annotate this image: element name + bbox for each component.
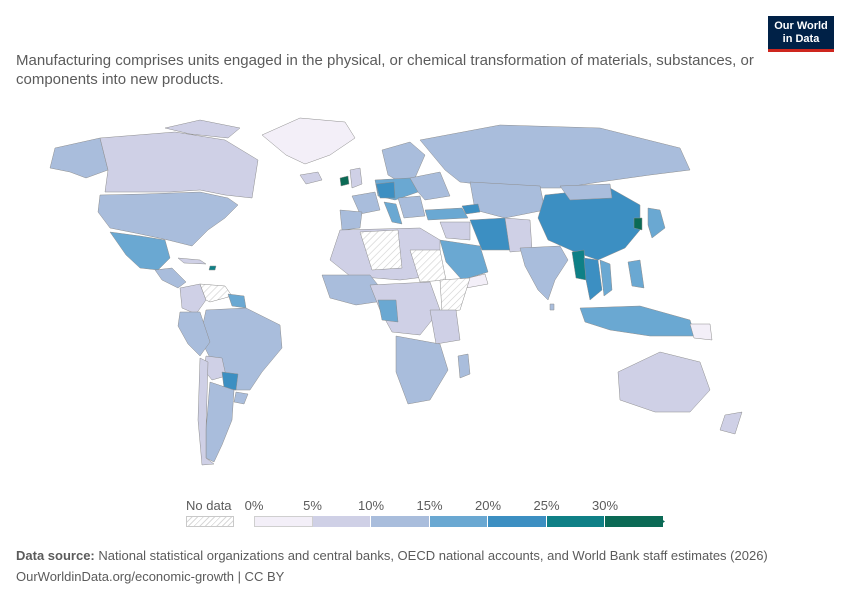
region-new-zealand: [719, 411, 743, 435]
region-puerto-rico: [208, 265, 217, 271]
region-japan: [647, 207, 666, 239]
legend-bin-5: [546, 516, 605, 527]
region-southern-africa: [395, 335, 449, 405]
legend-tick-1: 5%: [303, 498, 322, 513]
region-algeria-libya: [359, 229, 403, 271]
region-south-korea: [633, 217, 643, 231]
region-uruguay: [233, 391, 249, 405]
legend-bin-2: [371, 516, 430, 527]
region-australia: [617, 351, 711, 413]
region-philippines: [627, 259, 645, 289]
region-chile: [197, 357, 215, 466]
region-syria-iraq: [439, 221, 471, 241]
logo-line-2: in Data: [782, 33, 820, 45]
region-france: [351, 191, 381, 215]
region-paraguay: [221, 371, 239, 391]
legend-bin-6: [605, 516, 664, 527]
region-afghanistan-pakistan: [504, 217, 533, 253]
region-central-america: [154, 267, 187, 289]
region-myanmar: [571, 249, 587, 281]
legend-tick-6: 30%: [591, 498, 619, 513]
region-guyanas: [227, 293, 247, 309]
region-iberia: [339, 209, 363, 231]
legend-tick-2: 10%: [357, 498, 385, 513]
data-source-label: Data source:: [16, 548, 95, 563]
owid-logo[interactable]: Our World in Data: [768, 16, 834, 52]
region-germany: [375, 181, 396, 199]
color-legend: No data 0% 5% 10% 15% 20% 25% 30%: [0, 494, 850, 534]
region-argentina: [205, 381, 235, 463]
region-canada: [99, 131, 259, 199]
region-colombia: [179, 283, 207, 315]
world-map[interactable]: [0, 100, 850, 480]
region-kenya-tanzania: [429, 309, 461, 345]
region-west-africa: [321, 274, 391, 306]
region-ireland: [339, 175, 350, 187]
region-greenland: [261, 117, 356, 165]
data-source-text: National statistical organizations and c…: [98, 548, 768, 563]
chart-subtitle: Manufacturing comprises units engaged in…: [16, 52, 754, 88]
region-venezuela: [199, 283, 233, 303]
region-eastern-europe: [409, 171, 451, 201]
legend-arrow-icon: [657, 516, 665, 527]
footer-link[interactable]: OurWorldinData.org/economic-growth | CC …: [16, 569, 285, 584]
region-turkey: [424, 207, 469, 221]
region-china: [537, 187, 641, 261]
region-arctic-islands: [164, 119, 241, 139]
region-malaysia-indonesia: [579, 305, 696, 337]
region-italy: [383, 201, 403, 225]
legend-tick-4: 20%: [474, 498, 502, 513]
region-mongolia: [559, 183, 613, 201]
region-central-asia: [469, 181, 546, 219]
region-sri-lanka: [549, 303, 555, 311]
legend-tick-0: 0%: [244, 498, 264, 513]
legend-bin-3: [429, 516, 488, 527]
world-map-svg: [49, 117, 743, 466]
region-madagascar: [457, 353, 471, 379]
region-cuba: [177, 257, 207, 265]
region-iceland: [299, 171, 323, 185]
region-scandinavia: [381, 141, 426, 183]
region-usa: [97, 191, 239, 247]
region-uk: [349, 167, 363, 189]
region-thailand: [583, 257, 603, 301]
data-source: Data source: National statistical organi…: [16, 548, 768, 563]
legend-no-data-label: No data: [186, 498, 232, 513]
region-png: [689, 323, 713, 341]
region-balkans: [397, 195, 426, 219]
logo-line-1: Our World: [774, 20, 828, 32]
region-peru: [177, 311, 211, 357]
region-cameroon-gabon: [377, 299, 399, 323]
region-india: [519, 245, 569, 301]
region-caucasus: [461, 203, 481, 215]
region-east-africa: [439, 277, 471, 313]
region-mexico: [109, 231, 171, 271]
legend-no-data-swatch: [186, 516, 234, 527]
region-saudi-arabia: [439, 239, 489, 281]
region-alaska: [49, 137, 109, 179]
legend-tick-3: 15%: [416, 498, 443, 513]
region-russia: [419, 124, 691, 189]
legend-bin-1: [312, 516, 371, 527]
legend-bin-0: [254, 516, 313, 527]
region-vietnam: [599, 259, 613, 297]
legend-bin-4: [488, 516, 547, 527]
legend-tick-5: 25%: [533, 498, 560, 513]
